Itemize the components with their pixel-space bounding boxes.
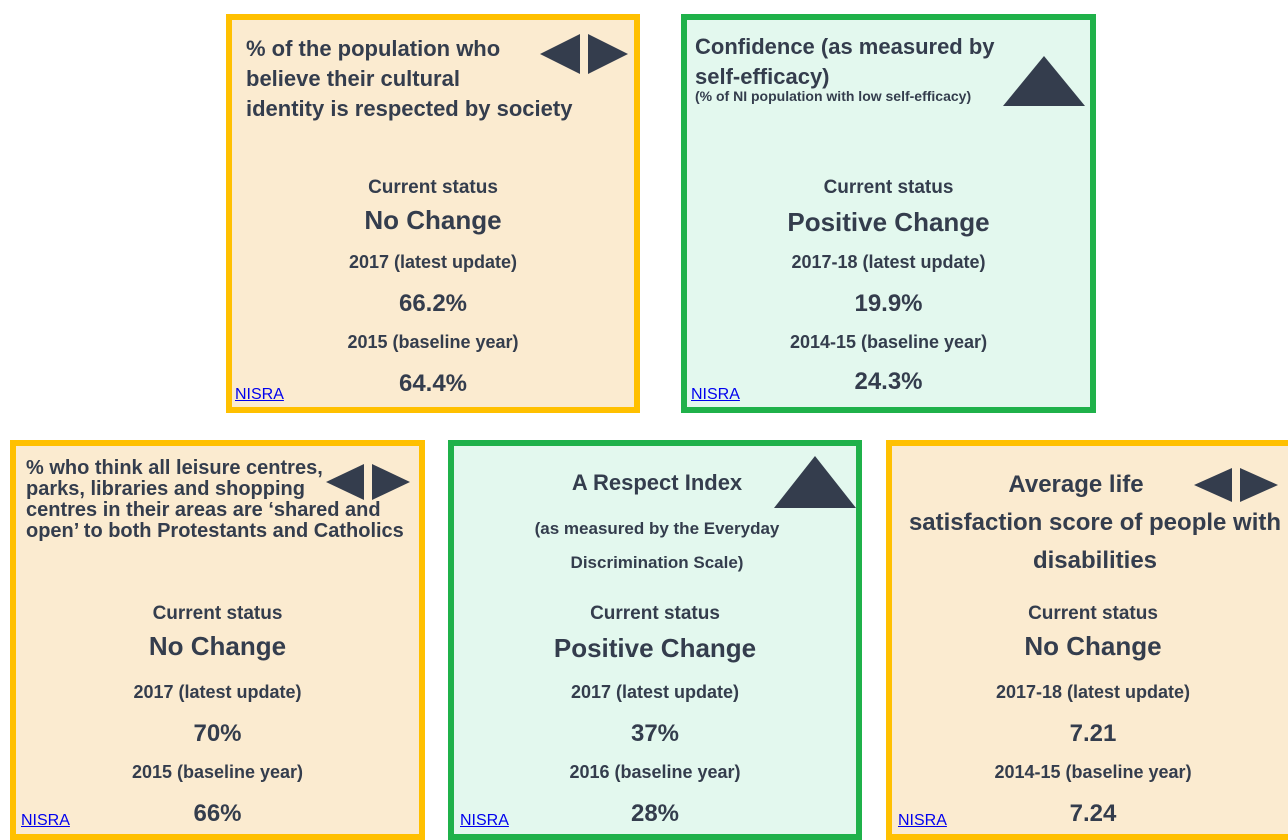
trend-icon	[540, 34, 628, 74]
source-link[interactable]: NISRA	[691, 386, 740, 403]
baseline-label: 2016 (baseline year)	[569, 762, 741, 782]
latest-value: 66.2%	[398, 290, 468, 317]
card-title: Average life satisfaction score of peopl…	[896, 466, 1288, 580]
latest-value: 70%	[193, 720, 242, 747]
latest-value: 19.9%	[854, 290, 923, 317]
status-label: Current status	[590, 603, 720, 624]
latest-value: 7.21	[1069, 720, 1117, 747]
latest-value: 37%	[630, 720, 680, 747]
card-title: Confidence (as measured by self-efficacy…	[695, 32, 1085, 132]
latest-label: 2017 (latest update)	[133, 682, 302, 702]
source-link[interactable]: NISRA	[460, 812, 509, 829]
status: No Change	[364, 205, 502, 235]
card-title: A Respect Index (as measured by the Ever…	[458, 456, 856, 580]
subtitle: (% of NI population with low self-effica…	[695, 88, 972, 104]
status-label: Current status	[1028, 603, 1158, 624]
indicator-card: A Respect Index (as measured by the Ever…	[448, 440, 862, 840]
indicator-card: Average life satisfaction score of peopl…	[886, 440, 1288, 840]
status: No Change	[148, 631, 287, 661]
title-text: % of the population who believe their cu…	[246, 36, 573, 121]
source-link[interactable]: NISRA	[21, 812, 70, 829]
baseline-value: 28%	[630, 800, 680, 827]
latest-label: 2017-18 (latest update)	[995, 682, 1191, 702]
latest-label: 2017 (latest update)	[570, 682, 740, 702]
status: Positive Change	[553, 633, 757, 663]
baseline-value: 24.3%	[854, 368, 923, 395]
latest-label: 2017 (latest update)	[348, 252, 518, 272]
status-label: Current status	[152, 603, 283, 624]
title-text: Average life satisfaction score of peopl…	[908, 471, 1282, 574]
baseline-value: 7.24	[1069, 800, 1117, 827]
status: No Change	[1024, 631, 1162, 661]
baseline-label: 2014-15 (baseline year)	[789, 332, 988, 352]
baseline-value: 64.4%	[398, 370, 468, 397]
source-link[interactable]: NISRA	[235, 386, 284, 403]
baseline-label: 2015 (baseline year)	[347, 332, 519, 352]
latest-label: 2017-18 (latest update)	[791, 252, 986, 272]
baseline-label: 2015 (baseline year)	[131, 762, 304, 782]
trend-icon	[774, 456, 856, 508]
trend-icon	[1003, 56, 1085, 106]
baseline-label: 2014-15 (baseline year)	[994, 762, 1192, 782]
source-link[interactable]: NISRA	[898, 812, 947, 829]
indicator-card: % who think all leisure centres, parks, …	[10, 440, 425, 840]
title-text: Confidence (as measured by self-efficacy…	[695, 34, 995, 89]
title-text: % who think all leisure centres, parks, …	[26, 457, 404, 542]
indicator-card: Confidence (as measured by self-efficacy…	[681, 14, 1096, 413]
card-title: % who think all leisure centres, parks, …	[26, 458, 416, 542]
subtitle: (as measured by the Everyday Discriminat…	[534, 519, 780, 572]
title-text: A Respect Index	[571, 470, 743, 495]
trend-icon	[1194, 468, 1278, 502]
baseline-value: 66%	[193, 800, 242, 827]
status: Positive Change	[787, 207, 990, 237]
indicator-card: % of the population who believe their cu…	[226, 14, 640, 413]
status-label: Current status	[368, 177, 498, 198]
card-title: % of the population who believe their cu…	[246, 34, 630, 124]
status-label: Current status	[823, 177, 954, 198]
trend-icon	[326, 464, 410, 500]
